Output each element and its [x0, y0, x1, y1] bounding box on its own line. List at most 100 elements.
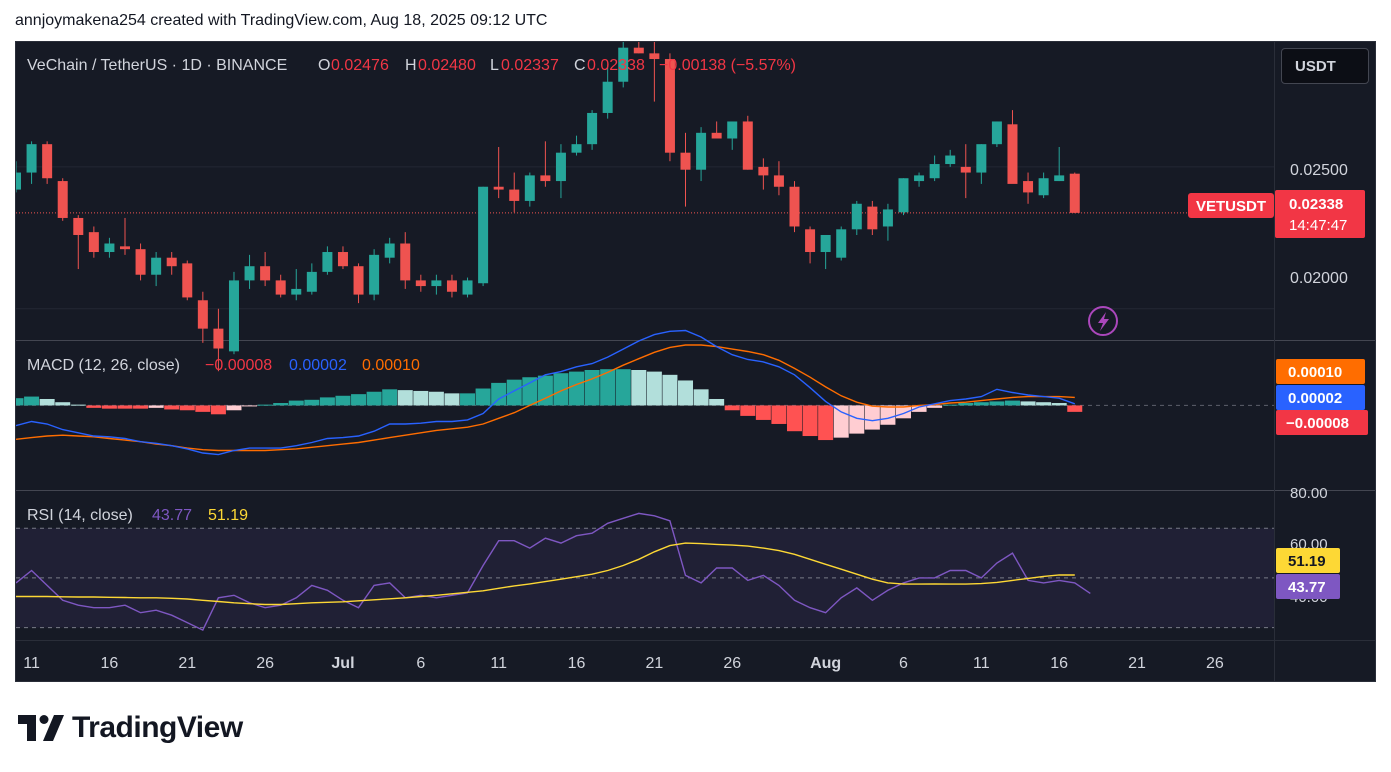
candle[interactable]	[1007, 110, 1018, 184]
rsi-line[interactable]	[16, 512, 1091, 632]
candle[interactable]	[182, 260, 193, 301]
candle[interactable]	[991, 121, 1002, 148]
candle[interactable]	[680, 132, 691, 207]
candle[interactable]	[727, 121, 738, 150]
candle[interactable]	[618, 42, 629, 88]
candle[interactable]	[57, 178, 68, 221]
candle[interactable]	[1038, 172, 1049, 199]
candle[interactable]	[42, 141, 53, 184]
candle[interactable]	[384, 237, 395, 264]
x-axis-tick: 21	[178, 655, 196, 672]
candle[interactable]	[166, 252, 177, 275]
candle[interactable]	[244, 254, 255, 289]
macd-histogram-bar	[973, 402, 989, 406]
candle[interactable]	[369, 249, 380, 301]
currency-button[interactable]: USDT	[1281, 48, 1369, 84]
candle[interactable]	[976, 144, 987, 184]
candle[interactable]	[151, 252, 162, 287]
candle[interactable]	[898, 178, 909, 216]
candle[interactable]	[571, 135, 582, 156]
candle[interactable]	[306, 263, 317, 295]
candle[interactable]	[1023, 172, 1034, 204]
lightning-icon[interactable]	[1088, 306, 1118, 336]
candle[interactable]	[633, 42, 644, 54]
chart-frame[interactable]: 11 16 21 26 Jul 6 11 16 21 26 Aug 6 11 16 21 26 VeChain…	[15, 41, 1376, 682]
candle[interactable]	[509, 172, 520, 213]
candle[interactable]	[914, 172, 925, 187]
candle[interactable]	[867, 200, 878, 235]
candle[interactable]	[742, 115, 753, 170]
candle[interactable]	[415, 274, 426, 292]
candle-body	[509, 189, 520, 201]
legend-change: −0.00138 (−5.57%)	[659, 57, 796, 74]
rsi-legend-label: RSI (14, close)	[27, 507, 133, 524]
candle[interactable]	[73, 215, 84, 270]
candle[interactable]	[711, 121, 722, 139]
candle[interactable]	[275, 274, 286, 298]
candle[interactable]	[929, 155, 940, 182]
macd-signal-line[interactable]	[16, 344, 1075, 452]
macd-histogram-bar	[288, 400, 304, 406]
legend-o-value: 0.02476	[331, 57, 389, 74]
candle-body	[306, 271, 317, 292]
candle[interactable]	[524, 172, 535, 207]
candle[interactable]	[493, 147, 504, 199]
legend-symbol: VeChain / TetherUS · 1D · BINANCE	[27, 57, 287, 74]
rsi-ma-line[interactable]	[16, 542, 1075, 606]
candle[interactable]	[26, 141, 37, 184]
candle[interactable]	[758, 158, 769, 190]
candle[interactable]	[291, 269, 302, 301]
candle[interactable]	[882, 203, 893, 241]
candle[interactable]	[462, 277, 473, 298]
candle-body	[789, 186, 800, 227]
candle[interactable]	[104, 237, 115, 258]
candle[interactable]	[228, 271, 239, 355]
candle-body	[322, 252, 333, 272]
candle[interactable]	[851, 200, 862, 235]
candle[interactable]	[805, 226, 816, 264]
candle[interactable]	[16, 161, 21, 193]
macd-line[interactable]	[16, 329, 1076, 456]
candle[interactable]	[322, 246, 333, 275]
candle[interactable]	[1054, 147, 1065, 182]
tradingview-logo[interactable]: TradingView	[18, 708, 243, 748]
candle-body	[73, 217, 84, 235]
macd-histogram-bar	[989, 401, 1005, 406]
candle[interactable]	[960, 144, 971, 199]
candle[interactable]	[773, 161, 784, 196]
candle[interactable]	[945, 149, 956, 167]
macd-histogram-bar	[849, 405, 865, 434]
last-price-tag[interactable]: VETUSDT 0.02338 14:47:47	[1188, 190, 1365, 238]
candle-body	[898, 178, 909, 213]
macd-histogram-bar	[428, 391, 444, 406]
candle[interactable]	[197, 291, 208, 343]
candle[interactable]	[213, 308, 224, 372]
candle[interactable]	[119, 217, 130, 255]
candle[interactable]	[260, 252, 271, 287]
macd-histogram-bar	[569, 371, 585, 406]
candle[interactable]	[88, 226, 99, 258]
macd-histogram-bar	[958, 403, 974, 406]
candle[interactable]	[135, 243, 146, 281]
candle[interactable]	[664, 53, 675, 162]
candle[interactable]	[478, 186, 489, 287]
chart-canvas[interactable]: 11 16 21 26 Jul 6 11 16 21 26 Aug 6 11 16 21 26 VeChain…	[16, 42, 1375, 681]
candle[interactable]	[602, 64, 613, 119]
candle[interactable]	[540, 141, 551, 187]
candle[interactable]	[836, 226, 847, 261]
candle[interactable]	[400, 232, 411, 289]
candle[interactable]	[431, 274, 442, 295]
x-axis-tick: 26	[1206, 655, 1224, 672]
candle[interactable]	[337, 246, 348, 270]
candle[interactable]	[446, 274, 457, 298]
candle[interactable]	[696, 127, 707, 182]
candle[interactable]	[820, 234, 831, 270]
candle[interactable]	[789, 181, 800, 233]
candle[interactable]	[649, 42, 660, 102]
candle[interactable]	[353, 263, 364, 304]
macd-histogram-bar	[101, 405, 117, 409]
candle[interactable]	[1069, 172, 1080, 214]
candle[interactable]	[587, 110, 598, 150]
candle[interactable]	[555, 144, 566, 199]
macd-histogram-bar	[802, 405, 818, 437]
